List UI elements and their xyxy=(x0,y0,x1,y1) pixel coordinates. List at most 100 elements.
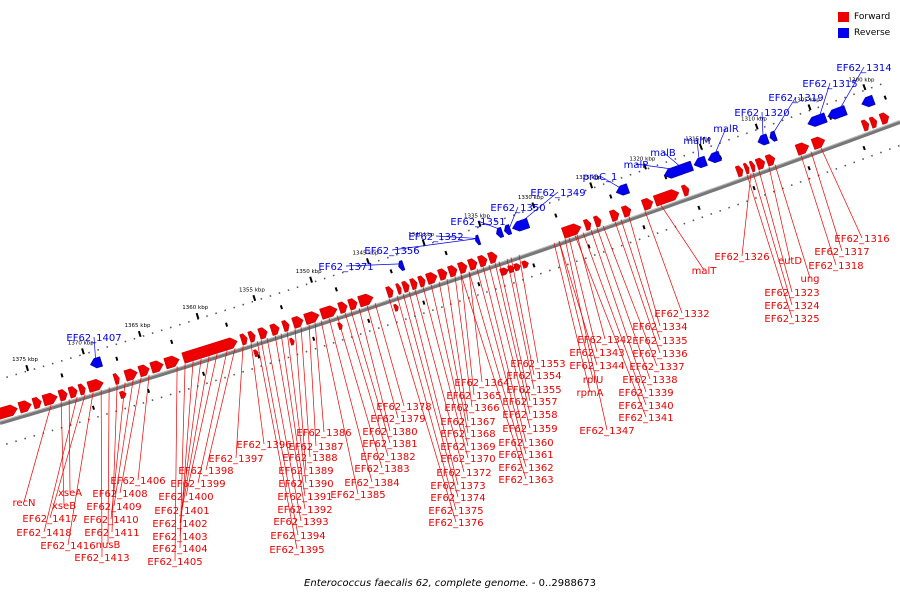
leader-line xyxy=(111,384,118,533)
track-tick xyxy=(532,263,536,268)
forward-gene xyxy=(289,337,295,346)
leader-line xyxy=(107,387,110,545)
track-tick xyxy=(642,225,646,230)
gene-labels: EF62_1314 EF62_1315 EF62_1319 EF62_1320 malR… xyxy=(12,63,891,568)
track-tick xyxy=(444,250,448,256)
forward-gene xyxy=(149,360,164,374)
leader-line xyxy=(256,341,298,550)
leader-line xyxy=(119,377,142,494)
reverse-gene xyxy=(693,155,708,169)
forward-gene xyxy=(393,303,399,312)
scale-tick xyxy=(589,182,594,189)
gene-label: EF62_1360 xyxy=(498,438,553,449)
gene-label: EF62_1378 xyxy=(376,402,431,413)
forward-gene xyxy=(86,378,104,393)
gene-label: EF62_1373 xyxy=(430,481,485,492)
scale-tick-label: 1345 kbp xyxy=(353,251,379,257)
track-tick xyxy=(697,205,701,211)
track-tick xyxy=(477,281,481,287)
forward-gene xyxy=(0,404,18,420)
gene-label: EF62_1405 xyxy=(147,557,202,568)
leader-line xyxy=(488,264,531,429)
leader-line xyxy=(286,331,307,484)
track-tick xyxy=(60,373,64,378)
leader-line xyxy=(266,337,302,522)
leader-line xyxy=(185,353,218,497)
leader-line xyxy=(260,339,299,536)
scale-tick xyxy=(643,163,647,170)
gene-label: proC_1 xyxy=(583,172,618,183)
gene-label: EF62_1409 xyxy=(86,502,141,513)
strand-legend: Forward Reverse xyxy=(838,9,890,41)
leader-line xyxy=(838,66,865,111)
gene-label: EF62_1400 xyxy=(158,492,213,503)
gene-label: EF62_1365 xyxy=(446,391,501,402)
reverse-gene xyxy=(663,160,694,179)
forward-gene xyxy=(640,198,654,211)
gene-label: EF62_1382 xyxy=(360,452,415,463)
gene-label: EF62_1374 xyxy=(430,493,485,504)
gene-label: rpmA xyxy=(576,388,603,399)
leader-line xyxy=(205,348,236,471)
leader-line xyxy=(468,271,483,383)
track-tick xyxy=(609,194,613,199)
forward-gene xyxy=(163,355,180,370)
gene-label: EF62_1384 xyxy=(344,478,399,489)
leader-line xyxy=(430,284,469,447)
gene-label: malB xyxy=(650,148,676,159)
forward-gene xyxy=(67,386,78,399)
leader-line xyxy=(67,392,94,546)
gene-label: EF62_1417 xyxy=(22,514,77,525)
leader-line xyxy=(391,238,476,251)
forward-gene xyxy=(878,112,890,125)
reverse-gene xyxy=(861,94,876,108)
gene-label: EF62_1402 xyxy=(152,519,207,530)
backbone-highlight xyxy=(0,120,900,423)
forward-gene xyxy=(17,400,32,414)
gene-label: EF62_1326 xyxy=(714,252,769,263)
forward-gene xyxy=(57,389,68,402)
gene-label: EF62_1371 xyxy=(318,262,373,273)
leader-line xyxy=(590,229,647,393)
leader-line xyxy=(23,404,52,503)
track-tick xyxy=(883,95,887,100)
gene-label: eutD xyxy=(778,256,802,267)
forward-gene xyxy=(652,189,680,207)
gene-label: EF62_1352 xyxy=(408,232,463,243)
gene-label: EF62_1375 xyxy=(428,506,483,517)
leader-line xyxy=(768,166,791,261)
scale-tick-label: 1350 kbp xyxy=(296,269,322,275)
gene-label: EF62_1359 xyxy=(502,424,557,435)
scale-tick-label: 1370 kbp xyxy=(68,340,94,346)
gene-label: EF62_1315 xyxy=(802,79,857,90)
gene-label: EF62_1341 xyxy=(618,413,673,424)
reverse-gene xyxy=(615,183,631,196)
leader-line xyxy=(746,174,793,319)
forward-gene xyxy=(112,373,120,385)
gene-label: EF62_1347 xyxy=(579,426,634,437)
scale-tick xyxy=(309,276,313,283)
forward-gene xyxy=(409,278,418,291)
leader-line xyxy=(774,164,811,279)
leader-line xyxy=(344,312,389,457)
forward-gene xyxy=(347,298,358,311)
leader-line xyxy=(374,302,405,407)
forward-gene xyxy=(860,119,870,132)
gene-label: EF62_1394 xyxy=(270,531,325,542)
leader-line xyxy=(435,235,477,239)
scale-tick xyxy=(195,312,200,320)
scale-tick-label: 1315 kbp xyxy=(685,137,711,143)
gene-label: rplU xyxy=(583,375,604,386)
gene-label: EF62_1361 xyxy=(498,450,553,461)
gene-label: EF62_1418 xyxy=(16,528,71,539)
leader-line xyxy=(506,258,535,390)
gene-label: EF62_1336 xyxy=(632,349,687,360)
leader-line xyxy=(422,286,469,459)
reverse-gene xyxy=(757,133,770,146)
forward-gene xyxy=(303,311,320,325)
scale-tick-label: 1360 kbp xyxy=(182,305,208,311)
leader-line xyxy=(137,375,150,481)
gene-label: EF62_1337 xyxy=(629,362,684,373)
leader-line xyxy=(179,358,202,524)
track-tick xyxy=(587,244,591,249)
